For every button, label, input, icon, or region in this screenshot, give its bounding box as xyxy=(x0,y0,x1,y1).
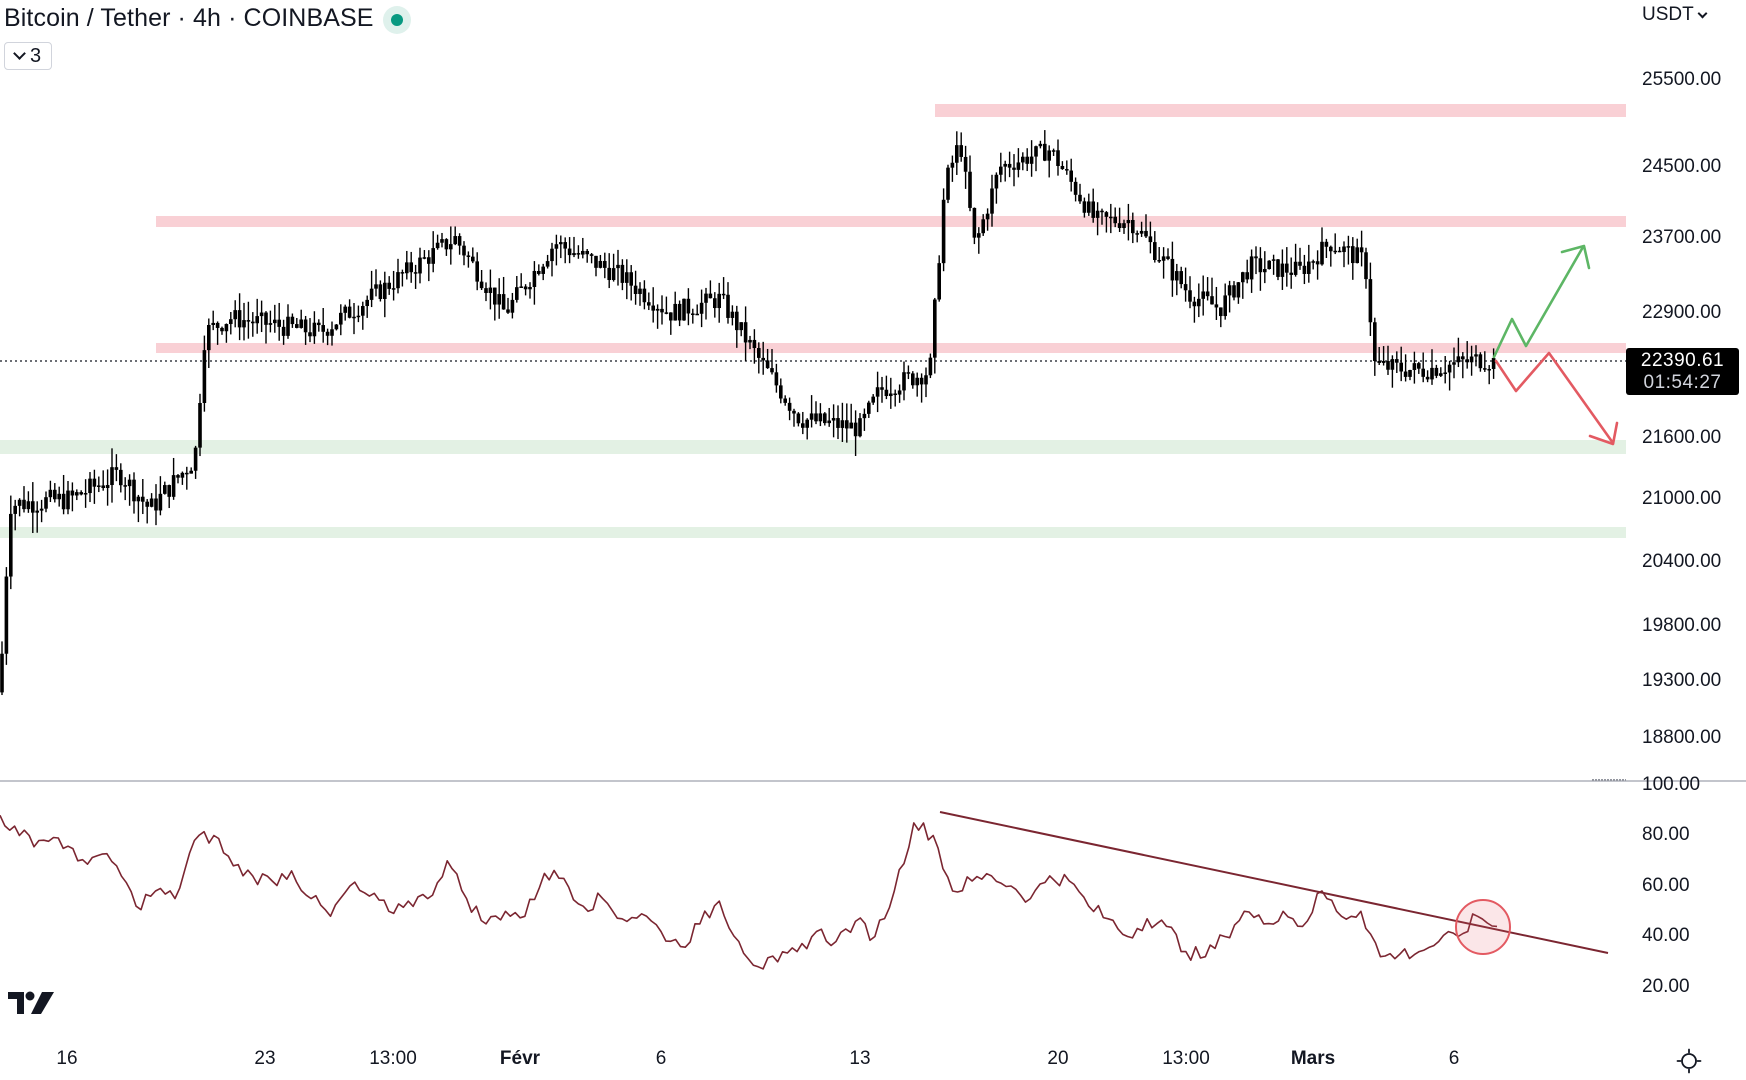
time-tick-label: 16 xyxy=(56,1048,78,1069)
rsi-tick-label: 60.00 xyxy=(1642,875,1690,896)
price-tick-label: 24500.00 xyxy=(1642,156,1722,177)
time-tick-label: 23 xyxy=(254,1048,276,1069)
settings-sun-icon[interactable] xyxy=(1676,1048,1702,1074)
price-tick-label: 21000.00 xyxy=(1642,488,1722,509)
bearish-scenario-arrow[interactable] xyxy=(1494,351,1619,446)
support-zone-lower[interactable] xyxy=(0,527,1626,538)
time-tick-label: Mars xyxy=(1290,1048,1336,1069)
rsi-line xyxy=(0,814,1498,970)
time-tick-label: 13:00 xyxy=(369,1048,417,1069)
price-tick-label: 25500.00 xyxy=(1642,69,1722,90)
indicators-count: 3 xyxy=(29,44,42,67)
chart-title[interactable]: Bitcoin / Tether · 4h · COINBASE xyxy=(4,4,374,32)
rsi-tick-label: 80.00 xyxy=(1642,824,1690,845)
time-tick-label: 6 xyxy=(1448,1048,1460,1069)
rsi-tick-label: 40.00 xyxy=(1642,925,1690,946)
price-tick-label: 19800.00 xyxy=(1642,615,1722,636)
rsi-tick-label: 100.00 xyxy=(1642,774,1701,795)
market-status-icon[interactable] xyxy=(383,6,411,34)
last-price-label: 22390.61 01:54:27 xyxy=(1626,348,1739,395)
time-tick-label: Févr xyxy=(499,1048,541,1069)
time-tick-label: 20 xyxy=(1047,1048,1069,1069)
price-tick-label: 21600.00 xyxy=(1642,427,1722,448)
resistance-zone-low[interactable] xyxy=(156,343,1626,353)
zones xyxy=(0,104,1626,538)
currency-label: USDT xyxy=(1642,4,1694,25)
indicators-toggle-button[interactable]: 3 xyxy=(4,42,52,70)
price-tick-label: 18800.00 xyxy=(1642,727,1722,748)
rsi-trendline[interactable] xyxy=(939,811,1609,954)
price-tick-label: 19300.00 xyxy=(1642,670,1722,691)
bullish-scenario-arrow[interactable] xyxy=(1492,244,1591,359)
price-tick-label: 22900.00 xyxy=(1642,302,1722,323)
rsi-highlight-circle[interactable] xyxy=(1455,899,1511,955)
time-tick-label: 13 xyxy=(849,1048,871,1069)
price-tick-label: 20400.00 xyxy=(1642,551,1722,572)
chevron-down-icon xyxy=(1697,8,1708,18)
chevron-down-icon xyxy=(13,47,26,60)
candlestick-series xyxy=(0,130,1496,696)
price-tick-label: 23700.00 xyxy=(1642,227,1722,248)
tradingview-logo-icon[interactable] xyxy=(8,990,56,1016)
time-tick-label: 13:00 xyxy=(1162,1048,1210,1069)
last-price-value: 22390.61 xyxy=(1640,350,1725,371)
rsi-tick-label: 20.00 xyxy=(1642,976,1690,997)
resistance-zone-mid[interactable] xyxy=(156,216,1626,227)
support-zone-upper[interactable] xyxy=(0,440,1626,454)
resistance-zone-top[interactable] xyxy=(935,104,1626,117)
currency-selector[interactable]: USDT xyxy=(1642,4,1708,26)
bar-countdown: 01:54:27 xyxy=(1643,372,1722,393)
time-tick-label: 6 xyxy=(655,1048,667,1069)
